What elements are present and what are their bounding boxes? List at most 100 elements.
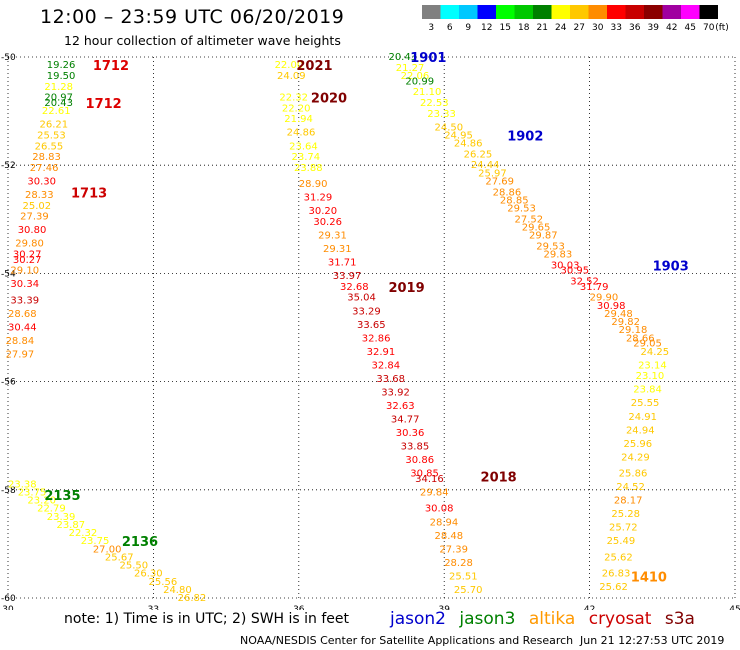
swh-value-label: 21.94 <box>284 114 313 125</box>
y-tick-label: -50 <box>1 53 16 63</box>
pass-label: 1410 <box>631 570 667 585</box>
generated-timestamp: Jun 21 12:27:53 UTC 2019 <box>580 634 725 647</box>
swh-value-label: 21.28 <box>44 82 73 93</box>
swh-value-label: 24.94 <box>626 425 655 436</box>
swh-value-label: 25.97 <box>478 168 507 179</box>
credit-text: NOAA/NESDIS Center for Satellite Applica… <box>240 634 574 647</box>
colorbar-units-label: (ft) <box>715 23 729 33</box>
colorbar-tick-label: 24 <box>555 23 567 33</box>
colorbar-tick-label: 33 <box>611 23 622 33</box>
swh-value-label: 29.18 <box>619 325 648 336</box>
swh-value-label: 25.67 <box>105 552 134 563</box>
swh-value-label: 23.87 <box>56 520 85 531</box>
x-tick-label: 39 <box>438 605 450 610</box>
swh-value-label: 30.98 <box>597 301 626 312</box>
note-text: note: 1) Time is in UTC; 2) SWH is in fe… <box>64 611 350 627</box>
swh-value-label: 25.50 <box>119 561 148 572</box>
swh-value-label: 27.52 <box>514 214 543 225</box>
swh-value-label: 30.27 <box>13 249 42 260</box>
swh-value-label: 31.71 <box>328 258 357 269</box>
swh-value-label: 23.88 <box>294 163 323 174</box>
swh-value-label: 34.77 <box>391 414 420 425</box>
swh-value-label: 28.66 <box>626 333 655 344</box>
swh-value-label: 32.86 <box>362 333 391 344</box>
wave-height-chart: 30 33 36 39 42 45 -50 -52 -54 -56 -58 -60 19.2619.5… <box>1 51 740 610</box>
swh-value-label: 29.87 <box>529 231 558 242</box>
swh-value-label: 27.97 <box>6 350 35 361</box>
swh-value-label: 28.17 <box>614 496 643 507</box>
swh-value-label: 30.80 <box>18 225 47 236</box>
swh-value-label: 32.91 <box>367 347 396 358</box>
swh-value-label: 31.79 <box>580 282 609 293</box>
swh-value-label: 26.55 <box>35 141 64 152</box>
swh-value-label: 30.27 <box>13 255 42 266</box>
swh-value-label: 27.69 <box>485 176 514 187</box>
y-tick-label: -54 <box>1 269 16 279</box>
x-tick-label: 33 <box>148 605 159 610</box>
x-tick-label: 30 <box>2 605 14 610</box>
swh-value-label: 22.32 <box>69 528 98 539</box>
colorbar-swatch <box>422 5 441 19</box>
swh-value-label: 28.83 <box>32 152 61 163</box>
pass-label: 1901 <box>410 51 446 66</box>
swh-value-label: 25.96 <box>624 439 653 450</box>
colorbar-tick-label: 9 <box>465 23 471 33</box>
swh-value-label: 31.29 <box>304 193 333 204</box>
swh-value-label: 33.68 <box>376 374 405 385</box>
swh-value-label: 25.28 <box>611 509 640 520</box>
colorbar-swatch <box>533 5 552 19</box>
colorbar-swatch <box>514 5 533 19</box>
colorbar-tick-label: 12 <box>481 23 492 33</box>
swh-value-label: 24.86 <box>287 128 316 139</box>
pass-label: 2019 <box>388 281 424 296</box>
colorbar-swatch <box>477 5 496 19</box>
swh-value-label: 32.68 <box>340 282 369 293</box>
swh-value-label: 29.31 <box>318 231 347 242</box>
swh-value-label: 25.72 <box>609 523 638 534</box>
x-tick-label: 45 <box>729 605 740 610</box>
colorbar-swatch <box>588 5 607 19</box>
swh-value-label: 29.53 <box>507 203 536 214</box>
x-tick-label: 42 <box>584 605 595 610</box>
swh-value-label: 19.26 <box>47 60 76 71</box>
swh-value-label: 30.86 <box>405 455 434 466</box>
swh-value-label: 33.39 <box>10 295 39 306</box>
swh-value-label: 30.95 <box>561 266 590 277</box>
x-tick-label: 36 <box>293 605 305 610</box>
swh-value-label: 30.85 <box>410 469 439 480</box>
swh-value-label: 24.09 <box>277 71 306 82</box>
swh-value-label: 25.02 <box>23 201 52 212</box>
swh-value-label: 23.39 <box>47 512 76 523</box>
swh-value-label: 27.39 <box>20 212 49 223</box>
swh-value-label: 26.25 <box>464 149 493 160</box>
swh-value-label: 30.26 <box>313 217 342 228</box>
swh-value-label: 26.30 <box>134 569 163 580</box>
swh-points: 19.2619.5021.2820.9720.4322.6126.2125.53… <box>6 52 670 604</box>
colorbar-swatch <box>496 5 515 19</box>
swh-value-label: 25.56 <box>149 577 178 588</box>
swh-value-label: 30.03 <box>551 260 580 271</box>
swh-value-label: 35.04 <box>347 293 376 304</box>
swh-value-label: 32.52 <box>570 277 599 288</box>
swh-value-label: 21.27 <box>396 63 425 74</box>
colorbar-tick-label: 27 <box>574 23 585 33</box>
swh-value-label: 29.90 <box>590 293 619 304</box>
swh-value-label: 27.39 <box>439 544 468 555</box>
swh-value-label: 23.74 <box>292 152 321 163</box>
pass-label: 2018 <box>481 470 517 485</box>
colorbar-swatch <box>644 5 663 19</box>
chart-title: 12:00 – 23:59 UTC 06/20/2019 <box>40 6 345 28</box>
swh-value-label: 33.29 <box>352 306 381 317</box>
swh-value-label: 28.84 <box>6 336 35 347</box>
swh-value-label: 28.68 <box>8 309 37 320</box>
swh-value-label: 33.65 <box>357 320 386 331</box>
pass-label: 1712 <box>86 97 122 112</box>
swh-value-label: 23.14 <box>638 360 667 371</box>
swh-value-label: 30.36 <box>396 428 425 439</box>
pass-label: 1903 <box>653 259 689 274</box>
colorbar-tick-label: 39 <box>648 23 660 33</box>
legend-s3a: s3a <box>664 609 695 629</box>
swh-value-label: 28.86 <box>493 187 522 198</box>
swh-value-label: 25.53 <box>37 130 66 141</box>
colorbar-swatch <box>699 5 718 19</box>
